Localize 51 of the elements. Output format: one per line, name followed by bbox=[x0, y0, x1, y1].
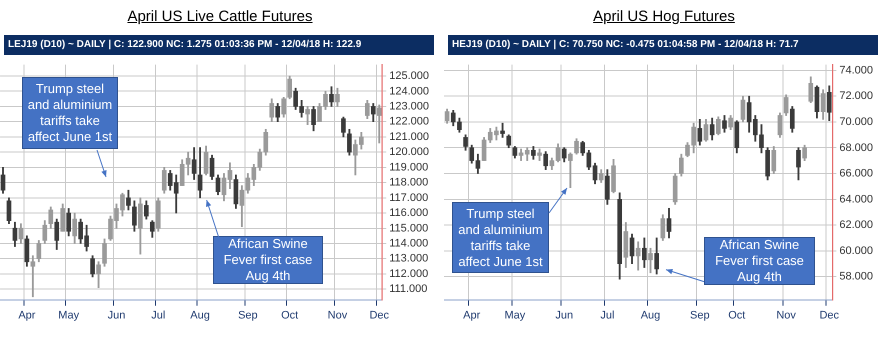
x-tick-label: Aug bbox=[640, 309, 660, 322]
x-tick-label: Nov bbox=[328, 309, 348, 322]
chart-subtitle: HEJ19 (D10) ~ DAILY | C: 70.750 NC: -0.475 01:04:58 PM - 12/04/18 H: 71.7 bbox=[448, 35, 878, 55]
y-tick-label: 121.000 bbox=[389, 130, 430, 143]
y-tick-label: 74.000 bbox=[839, 64, 874, 76]
y-tick-label: 64.000 bbox=[839, 193, 874, 206]
annotation: African Swine Fever first case Aug 4th bbox=[714, 237, 805, 285]
x-tick-label: May bbox=[504, 309, 526, 322]
y-tick-label: 118.000 bbox=[389, 176, 428, 189]
y-tick-label: 111.000 bbox=[389, 283, 428, 296]
y-tick-label: 113.000 bbox=[389, 252, 428, 265]
chart-title: April US Live Cattle Futures bbox=[126, 8, 314, 25]
x-tick-label: Jul bbox=[151, 309, 166, 322]
y-tick-label: 123.000 bbox=[389, 100, 430, 112]
x-tick-label: Dec bbox=[819, 309, 840, 322]
y-tick-label: 119.000 bbox=[389, 161, 428, 174]
y-tick-label: 124.000 bbox=[389, 85, 430, 98]
y-tick-label: 70.000 bbox=[839, 116, 874, 128]
y-tick-label: 122.000 bbox=[389, 116, 430, 128]
x-tick-label: Jul bbox=[600, 309, 614, 322]
x-tick-label: Oct bbox=[728, 309, 746, 322]
x-tick-label: Oct bbox=[281, 309, 298, 322]
y-tick-label: 117.000 bbox=[389, 192, 428, 204]
y-tick-label: 116.000 bbox=[389, 207, 428, 220]
y-tick-label: 58.000 bbox=[839, 270, 874, 283]
x-tick-label: Aug bbox=[190, 309, 210, 322]
x-tick-label: Sep bbox=[690, 309, 710, 322]
chart-title: April US Hog Futures bbox=[592, 8, 736, 25]
y-tick-label: 112.000 bbox=[389, 268, 428, 280]
annotation: Trump steel and aluminium tariffs take affect June 1st bbox=[26, 81, 114, 145]
x-tick-label: Nov bbox=[776, 309, 796, 322]
y-tick-label: 114.000 bbox=[389, 238, 428, 250]
y-tick-label: 72.000 bbox=[839, 90, 874, 102]
y-tick-label: 60.000 bbox=[839, 244, 874, 257]
x-tick-label: May bbox=[58, 309, 80, 322]
x-tick-label: Jun bbox=[108, 309, 126, 322]
y-tick-label: 120.000 bbox=[389, 146, 430, 158]
x-tick-label: Dec bbox=[369, 309, 390, 322]
y-tick-label: 62.000 bbox=[839, 219, 874, 232]
y-tick-label: 68.000 bbox=[839, 142, 874, 154]
y-tick-label: 125.000 bbox=[389, 70, 430, 82]
x-tick-label: Apr bbox=[463, 309, 481, 322]
x-tick-label: Apr bbox=[18, 309, 36, 322]
x-tick-label: Sep bbox=[238, 309, 258, 322]
candlestick bbox=[30, 255, 36, 298]
x-tick-label: Jun bbox=[555, 309, 574, 322]
y-tick-label: 66.000 bbox=[839, 168, 874, 180]
y-tick-label: 115.000 bbox=[389, 222, 428, 234]
annotation: African Swine Fever first case Aug 4th bbox=[222, 236, 314, 284]
annotation: Trump steel and aluminium tariffs take affect June 1st bbox=[457, 206, 544, 270]
chart-subtitle: LEJ19 (D10) ~ DAILY | C: 122.900 NC: 1.275 01:03:36 PM - 12/04/18 H: 122.9 bbox=[4, 35, 434, 55]
